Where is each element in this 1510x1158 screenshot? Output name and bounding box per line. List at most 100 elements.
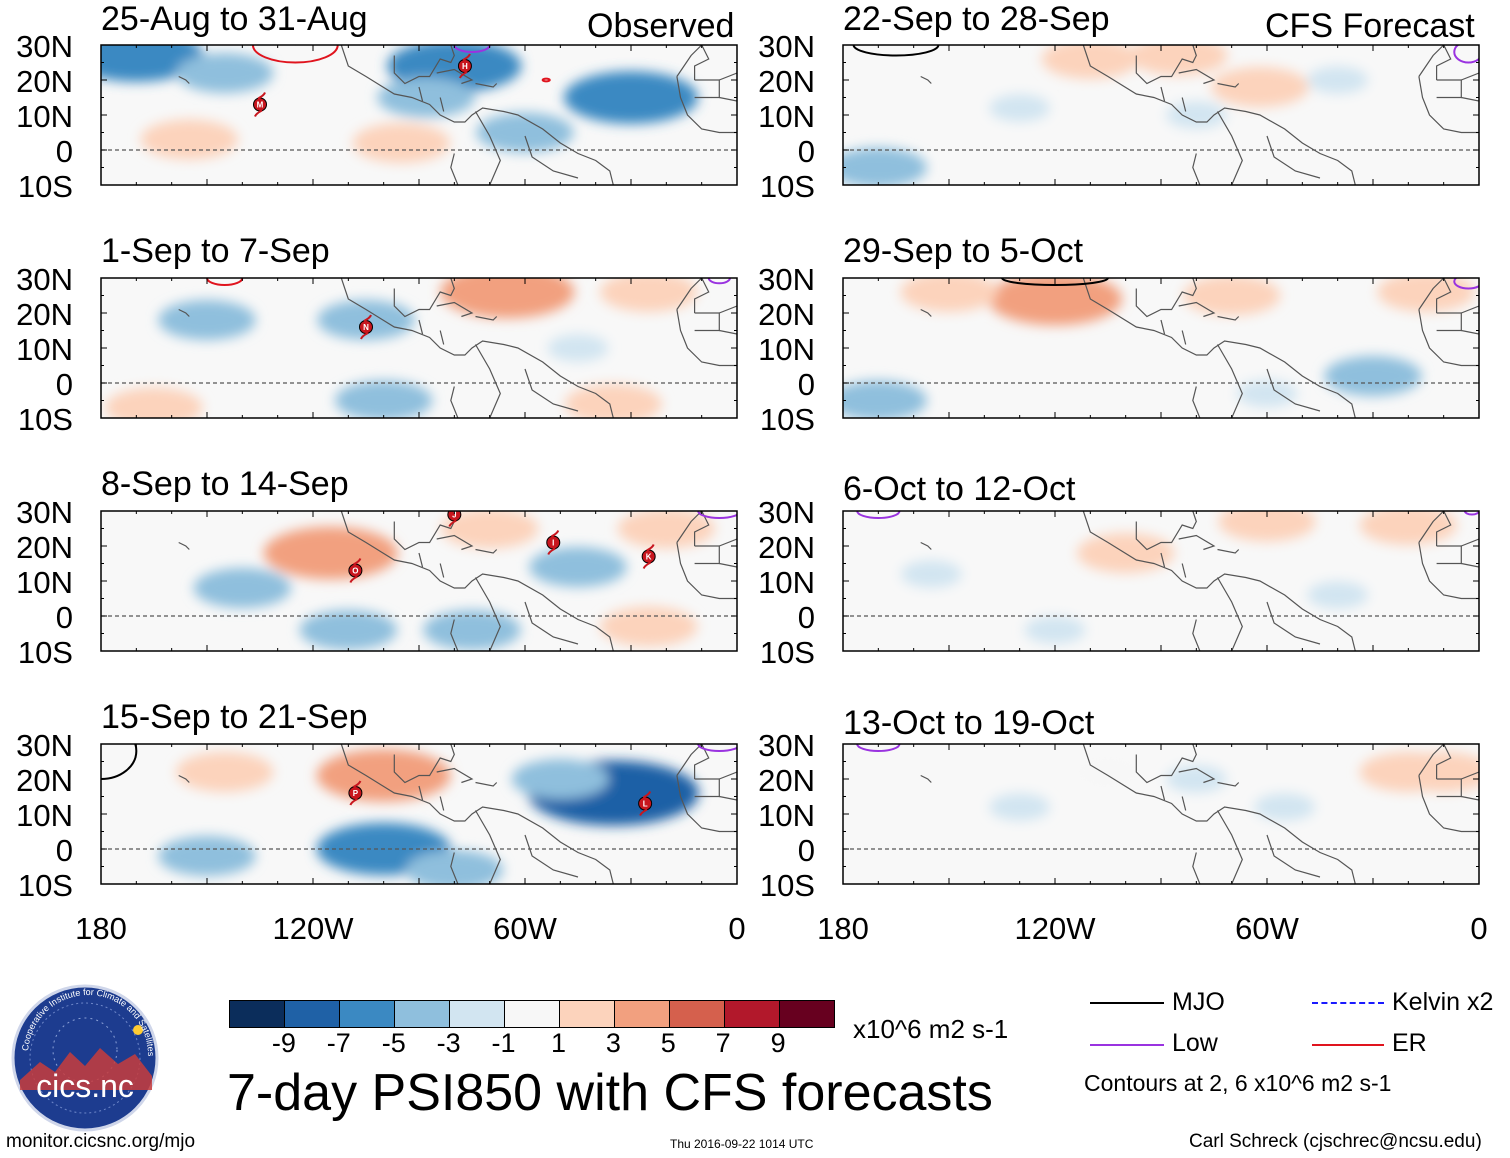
coastline bbox=[439, 796, 445, 811]
y-tick-label: 10S bbox=[760, 169, 815, 204]
anomaly-blob bbox=[1165, 101, 1227, 129]
coastline bbox=[1436, 45, 1452, 80]
contour-low bbox=[856, 744, 901, 752]
storm-id: L bbox=[643, 800, 648, 809]
y-tick-label: 10N bbox=[16, 332, 73, 367]
coastline bbox=[1217, 548, 1240, 554]
coastline bbox=[1418, 309, 1479, 367]
y-tick-label: 30N bbox=[758, 29, 815, 64]
anomaly-blob bbox=[900, 560, 962, 588]
colorbar-tick-label: 1 bbox=[550, 1028, 566, 1058]
coastline bbox=[418, 552, 424, 568]
anomaly-blob bbox=[440, 511, 539, 549]
anomaly-blob bbox=[529, 547, 627, 587]
coastline bbox=[439, 330, 445, 345]
storm-marker: K bbox=[641, 544, 656, 569]
coastline bbox=[920, 774, 932, 783]
anomaly-blob bbox=[193, 568, 292, 608]
anomaly-blob bbox=[299, 610, 398, 650]
coastline bbox=[393, 744, 455, 784]
coastline bbox=[719, 72, 737, 81]
anomaly-blob bbox=[547, 334, 609, 362]
coastline bbox=[1461, 771, 1479, 780]
contour-er bbox=[206, 278, 244, 286]
coastline bbox=[1418, 76, 1479, 134]
coastline bbox=[178, 75, 190, 84]
colorbar-tick-label: -9 bbox=[271, 1028, 296, 1058]
coastline bbox=[676, 744, 703, 776]
logo-text: cics.nc bbox=[36, 1068, 134, 1104]
coastline bbox=[1181, 796, 1187, 811]
anomaly-blob bbox=[352, 123, 451, 163]
coastline bbox=[450, 852, 459, 884]
coastline bbox=[1418, 744, 1445, 776]
coastline bbox=[475, 548, 498, 554]
legend-low-line bbox=[1090, 1044, 1164, 1046]
coastline bbox=[1192, 619, 1201, 651]
coastline bbox=[694, 778, 720, 798]
coastline bbox=[1178, 767, 1216, 784]
y-tick-label: 10N bbox=[758, 99, 815, 134]
coastline bbox=[436, 301, 474, 318]
x-tick-label: 60W bbox=[493, 911, 557, 946]
colorbar-tick-label: 5 bbox=[660, 1028, 676, 1058]
anomaly-blob bbox=[1165, 765, 1227, 793]
storm-marker: N bbox=[359, 314, 373, 340]
colorbar-tick-label: -3 bbox=[436, 1028, 461, 1058]
coastline bbox=[676, 278, 703, 310]
colorbar-swatch bbox=[395, 1001, 450, 1027]
y-tick-label: 10N bbox=[16, 99, 73, 134]
coastline bbox=[1266, 368, 1321, 412]
coastline bbox=[393, 45, 455, 85]
colorbar-swatch bbox=[505, 1001, 560, 1027]
coastline bbox=[676, 309, 737, 367]
colorbar-tick-label: 7 bbox=[715, 1028, 731, 1058]
y-tick-label: 20N bbox=[16, 297, 73, 332]
panel-title: 22-Sep to 28-Sep bbox=[843, 0, 1110, 38]
coastline bbox=[719, 305, 737, 314]
coastline bbox=[439, 563, 445, 578]
panel-title: 29-Sep to 5-Oct bbox=[843, 232, 1084, 270]
y-tick-label: 10N bbox=[758, 332, 815, 367]
coastline bbox=[1461, 795, 1479, 801]
coastline bbox=[524, 368, 579, 412]
y-tick-label: 30N bbox=[16, 495, 73, 530]
storm-id: N bbox=[363, 323, 369, 332]
colorbar-tick-label: -5 bbox=[381, 1028, 406, 1058]
anomaly-blob bbox=[1041, 45, 1140, 79]
anomaly-blob bbox=[377, 77, 475, 118]
coastline bbox=[676, 45, 703, 77]
coastline bbox=[524, 601, 579, 645]
coastline bbox=[920, 75, 932, 84]
coastline bbox=[1217, 82, 1240, 88]
x-tick-label: 180 bbox=[817, 911, 869, 946]
coastline bbox=[393, 278, 455, 318]
coastline bbox=[475, 315, 498, 321]
coastline bbox=[1217, 315, 1240, 321]
contour-er bbox=[541, 77, 551, 83]
coastline bbox=[439, 97, 445, 112]
coastline bbox=[475, 82, 498, 88]
coastline bbox=[475, 781, 498, 787]
anomaly-blob bbox=[1236, 379, 1298, 408]
footer-url[interactable]: monitor.cicsnc.org/mjo bbox=[6, 1131, 196, 1152]
coastline bbox=[474, 577, 501, 651]
y-tick-label: 20N bbox=[758, 763, 815, 798]
anomaly-blob bbox=[1129, 45, 1228, 76]
storm-marker: L bbox=[638, 791, 653, 816]
y-tick-label: 10S bbox=[760, 402, 815, 437]
anomaly-blob bbox=[175, 752, 274, 792]
contour-low bbox=[856, 511, 901, 519]
y-tick-label: 10N bbox=[758, 565, 815, 600]
coastline bbox=[1160, 552, 1166, 568]
coastline bbox=[676, 775, 737, 833]
y-tick-label: 10N bbox=[758, 798, 815, 833]
panel-title: 25-Aug to 31-Aug bbox=[101, 0, 368, 38]
contour-low bbox=[697, 744, 737, 752]
coastline bbox=[719, 771, 737, 780]
anomaly-blob bbox=[987, 278, 1123, 326]
coastline bbox=[1181, 330, 1187, 345]
contour-mjo bbox=[852, 45, 940, 57]
coastline bbox=[1266, 135, 1321, 179]
